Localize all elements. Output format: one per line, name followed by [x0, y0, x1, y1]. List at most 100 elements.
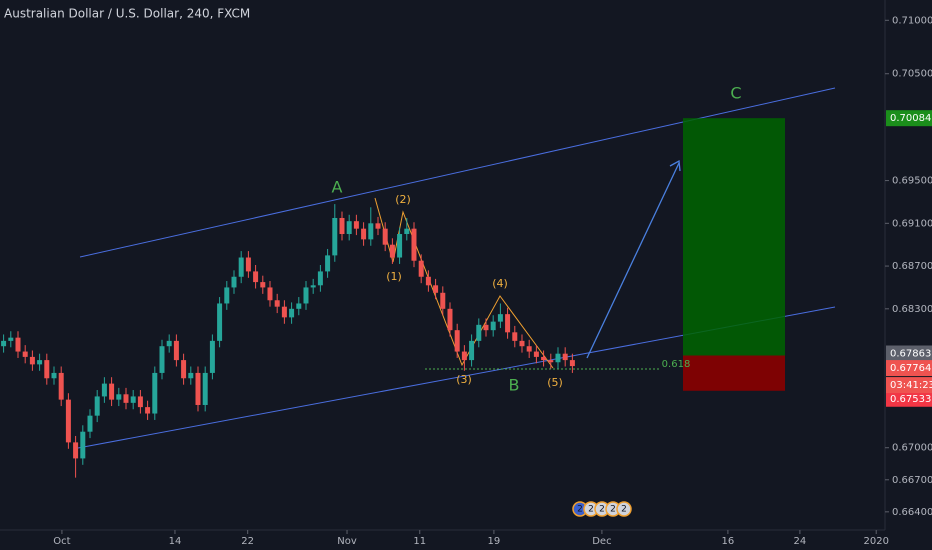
- y-tick-label: 0.66700: [892, 475, 932, 486]
- price-label: 0.67764: [890, 363, 931, 374]
- candle-body: [152, 372, 158, 414]
- candle-body: [94, 396, 100, 416]
- candle-body: [8, 337, 14, 341]
- candle-body: [173, 340, 179, 361]
- annotation: (3): [456, 373, 472, 386]
- candle-body: [353, 221, 359, 229]
- annotation: (1): [386, 270, 402, 283]
- candle-body: [188, 372, 194, 379]
- candle-body: [296, 303, 302, 309]
- annotation: (5): [547, 376, 563, 389]
- badge-label: 2: [610, 505, 616, 515]
- arrow-shaft: [586, 162, 680, 359]
- candle-body: [317, 271, 323, 286]
- candle-body: [526, 346, 532, 352]
- candle-body: [382, 228, 388, 245]
- candle-body: [512, 332, 518, 341]
- y-tick-label: 0.71000: [892, 15, 932, 26]
- candle-body: [260, 282, 266, 288]
- x-tick-label: 14: [169, 536, 182, 547]
- candle-body: [145, 407, 151, 414]
- candle-body: [87, 415, 93, 432]
- y-tick-label: 0.67000: [892, 443, 932, 454]
- candle-body: [404, 228, 410, 235]
- x-tick-label: 11: [413, 536, 426, 547]
- candle-body: [346, 221, 352, 235]
- candle-body: [440, 292, 446, 309]
- candle-body: [447, 308, 453, 331]
- badge-label: 2: [599, 505, 605, 515]
- drawings: [77, 87, 836, 449]
- annotation: 0.618: [662, 359, 691, 370]
- candle-body: [303, 287, 309, 304]
- candle-body: [116, 394, 122, 400]
- candle-body: [137, 396, 143, 408]
- candle-body: [368, 223, 374, 240]
- badge-label: 2: [588, 505, 594, 515]
- countdown-bg: [886, 377, 932, 394]
- candle-body: [15, 337, 21, 352]
- candle-body: [130, 396, 136, 403]
- y-tick-label: 0.70500: [892, 69, 932, 80]
- price-label: 0.67863: [890, 349, 931, 360]
- candle-body: [123, 394, 129, 403]
- candle-body: [490, 321, 496, 331]
- candle-body: [497, 314, 503, 322]
- chart-title: Australian Dollar / U.S. Dollar, 240, FX…: [4, 7, 250, 21]
- countdown: 03:41:23: [890, 380, 932, 391]
- candle-body: [217, 303, 223, 341]
- candle-body: [397, 234, 403, 258]
- candle-body: [80, 431, 86, 459]
- candle-body: [533, 351, 539, 357]
- candle-body: [548, 360, 554, 363]
- candle-body: [555, 353, 561, 363]
- x-tick-label: Oct: [53, 536, 70, 547]
- candle-body: [166, 340, 172, 347]
- annotation: B: [509, 376, 520, 395]
- candle-body: [483, 324, 489, 331]
- candle-body: [1, 340, 7, 347]
- candle-body: [454, 330, 460, 352]
- arrow-head: [669, 159, 681, 172]
- candle-body: [65, 399, 71, 443]
- y-tick-label: 0.66400: [892, 507, 932, 518]
- x-tick-label: 19: [488, 536, 501, 547]
- price-label-bg: [886, 360, 932, 377]
- candle-body: [461, 351, 467, 361]
- candle-body: [73, 442, 79, 459]
- candle-body: [389, 244, 395, 258]
- candle-body: [159, 346, 165, 373]
- x-tick-label: 2020: [863, 536, 888, 547]
- y-tick-label: 0.68700: [892, 261, 932, 272]
- candle-body: [332, 217, 338, 256]
- y-tick-label: 0.68300: [892, 304, 932, 315]
- candle-body: [29, 356, 35, 365]
- candle-body: [476, 324, 482, 341]
- candle-body: [231, 276, 237, 288]
- annotation: (2): [395, 193, 411, 206]
- candle-body: [325, 255, 331, 272]
- price-label-bg: [886, 390, 932, 407]
- stop-zone: [683, 355, 785, 391]
- candle-body: [253, 271, 259, 283]
- candle-body: [569, 360, 575, 367]
- price-label: 0.67533: [890, 394, 931, 405]
- candle-body: [44, 360, 50, 379]
- candle-body: [339, 217, 345, 235]
- candle-body: [433, 285, 439, 293]
- annotation: A: [332, 178, 343, 197]
- candle-body: [519, 340, 525, 347]
- candle-body: [469, 340, 475, 361]
- candle-body: [209, 340, 215, 373]
- candle-body: [274, 300, 280, 307]
- target-zone: [683, 118, 785, 356]
- price-label: 0.70084: [890, 113, 931, 124]
- annotation: C: [730, 84, 741, 103]
- badge-label: 2: [577, 505, 583, 515]
- x-tick-label: Dec: [592, 536, 611, 547]
- candle-body: [375, 223, 381, 229]
- x-tick-label: Nov: [337, 536, 357, 547]
- candle-body: [224, 287, 230, 304]
- candle-body: [411, 228, 417, 261]
